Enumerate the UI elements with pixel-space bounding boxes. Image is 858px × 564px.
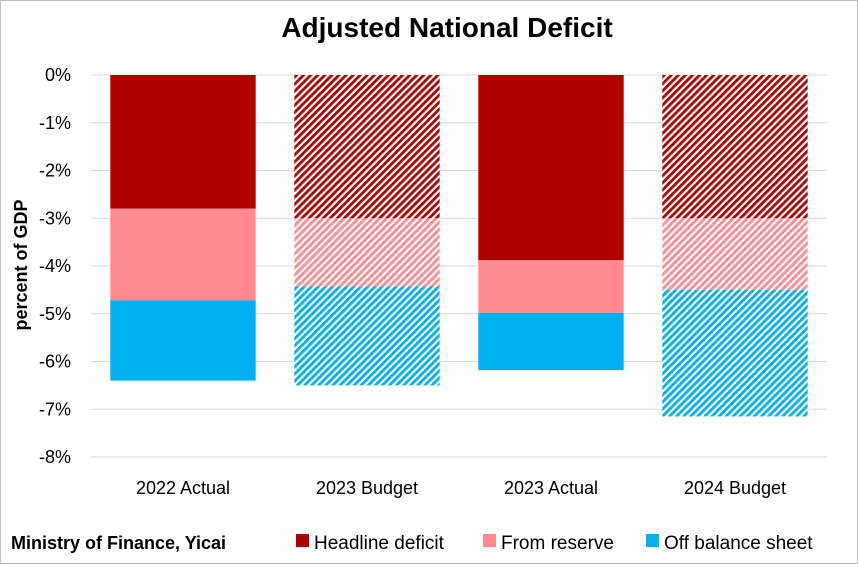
x-tick-label: 2023 Actual	[504, 478, 598, 498]
y-tick-label: 0%	[45, 65, 71, 85]
legend-label-off-balance-sheet: Off balance sheet	[664, 533, 813, 554]
legend: Headline deficit From reserve Off balance …	[296, 533, 813, 554]
bar-headline-deficit-2023-budget	[294, 75, 440, 219]
bar-off-balance-sheet-2023-budget	[294, 286, 440, 386]
bar-off-balance-sheet-2024-budget	[662, 289, 808, 417]
y-axis-label: percent of GDP	[11, 199, 31, 330]
legend-label-headline-deficit: Headline deficit	[314, 533, 445, 554]
legend-swatch-headline-deficit	[296, 534, 309, 547]
bar-from-reserve-2024-budget	[662, 218, 808, 290]
legend-swatch-off-balance-sheet	[646, 534, 659, 547]
bar-from-reserve-2023-budget	[294, 218, 440, 287]
legend-swatch-from-reserve	[483, 534, 496, 547]
x-tick-label: 2024 Budget	[684, 478, 786, 498]
y-tick-label: -1%	[39, 113, 71, 133]
bar-from-reserve-2023-actual	[478, 260, 624, 313]
bar-headline-deficit-2024-budget	[662, 75, 808, 219]
bar-from-reserve-2022-actual	[110, 208, 256, 301]
x-tick-label: 2022 Actual	[136, 478, 230, 498]
chart-title: Adjusted National Deficit	[281, 12, 612, 43]
x-tick-label: 2023 Budget	[316, 478, 418, 498]
y-tick-label: -7%	[39, 399, 71, 419]
bar-headline-deficit-2023-actual	[478, 75, 624, 261]
source-note: Ministry of Finance, Yicai	[11, 533, 226, 553]
y-tick-label: -2%	[39, 161, 71, 181]
y-tick-labels: 0% -1% -2% -3% -4% -5% -6% -7% -8%	[39, 65, 71, 467]
bar-off-balance-sheet-2022-actual	[110, 300, 256, 381]
legend-label-from-reserve: From reserve	[501, 533, 614, 554]
y-tick-label: -8%	[39, 447, 71, 467]
bars	[110, 75, 808, 417]
y-tick-label: -4%	[39, 256, 71, 276]
y-tick-label: -6%	[39, 352, 71, 372]
x-tick-labels: 2022 Actual 2023 Budget 2023 Actual 2024 Bu…	[136, 478, 786, 498]
y-tick-label: -5%	[39, 304, 71, 324]
bar-headline-deficit-2022-actual	[110, 75, 256, 209]
bar-off-balance-sheet-2023-actual	[478, 312, 624, 371]
y-tick-label: -3%	[39, 208, 71, 228]
